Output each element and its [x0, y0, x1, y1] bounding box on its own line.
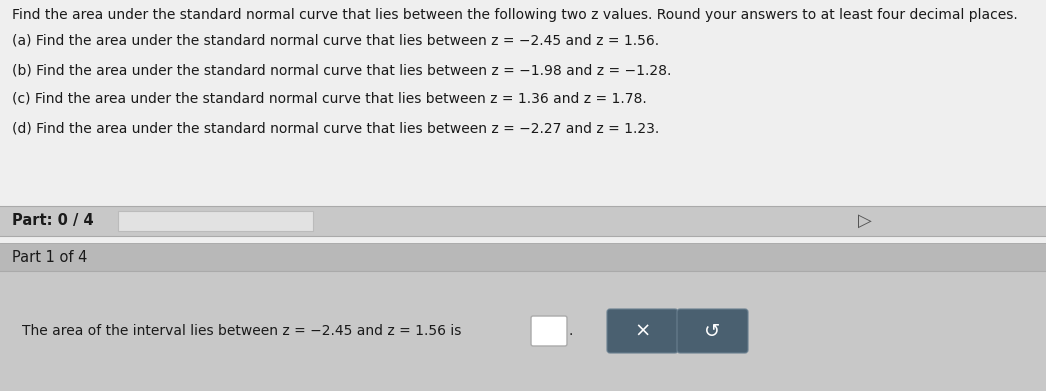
Text: Find the area under the standard normal curve that lies between the following tw: Find the area under the standard normal … [12, 8, 1018, 22]
FancyBboxPatch shape [677, 309, 748, 353]
Text: The area of the interval lies between z = −2.45 and z = 1.56 is: The area of the interval lies between z … [22, 324, 461, 338]
FancyBboxPatch shape [607, 309, 678, 353]
Text: ×: × [634, 321, 651, 341]
Bar [118, 211, 313, 231]
Bar [0, 206, 1046, 236]
Text: (a) Find the area under the standard normal curve that lies between z = −2.45 an: (a) Find the area under the standard nor… [12, 34, 659, 48]
Bar [0, 243, 1046, 271]
Text: ↺: ↺ [704, 321, 721, 341]
Text: Part: 0 / 4: Part: 0 / 4 [12, 213, 94, 228]
Text: (c) Find the area under the standard normal curve that lies between z = 1.36 and: (c) Find the area under the standard nor… [12, 92, 646, 106]
Bar [0, 271, 1046, 391]
Text: (d) Find the area under the standard normal curve that lies between z = −2.27 an: (d) Find the area under the standard nor… [12, 121, 659, 135]
Bar [0, 0, 1046, 206]
Text: .: . [568, 324, 572, 338]
FancyBboxPatch shape [531, 316, 567, 346]
Text: (b) Find the area under the standard normal curve that lies between z = −1.98 an: (b) Find the area under the standard nor… [12, 63, 672, 77]
Text: ▷: ▷ [858, 212, 872, 230]
Text: Part 1 of 4: Part 1 of 4 [12, 249, 88, 264]
